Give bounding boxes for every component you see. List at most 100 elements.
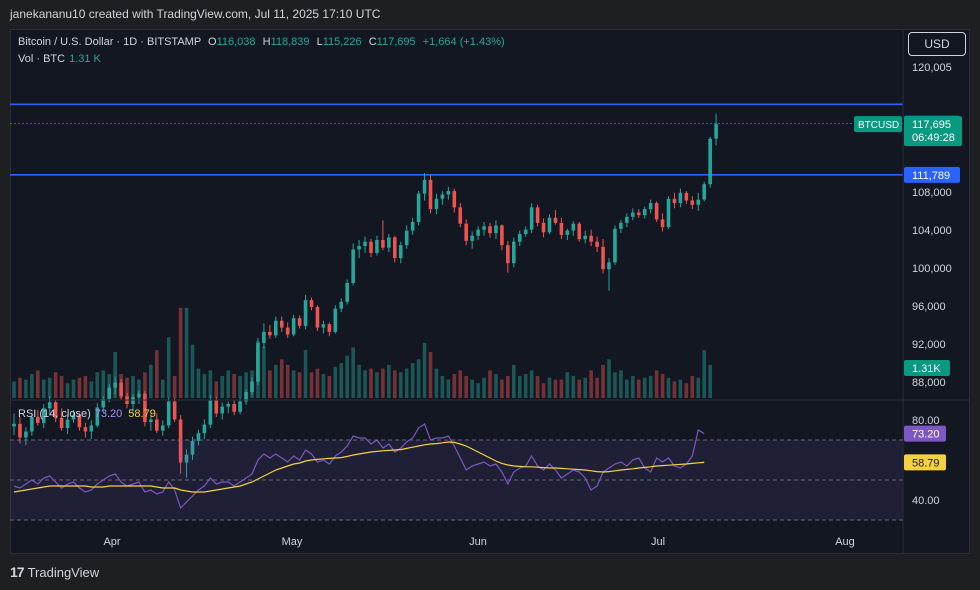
candle-body	[690, 200, 695, 205]
candle-body	[613, 228, 617, 263]
volume-bar	[65, 383, 70, 398]
volume-bar	[541, 383, 546, 398]
candle-body	[77, 415, 82, 428]
time-tick-label: May	[282, 536, 303, 548]
candle-body	[65, 419, 70, 429]
candle-body	[631, 212, 635, 217]
volume-bar	[571, 375, 576, 398]
volume-bar	[642, 377, 647, 398]
candle-body	[71, 415, 76, 420]
volume-bar	[137, 379, 141, 398]
volume-bar	[369, 368, 373, 398]
volume-bar	[351, 347, 355, 398]
candle-body	[494, 225, 498, 234]
volume-bar	[398, 372, 403, 398]
candle-body	[83, 427, 88, 432]
candle-body	[595, 241, 599, 247]
volume-bar	[512, 364, 516, 398]
candle-body	[678, 192, 683, 204]
candle-body	[107, 387, 111, 399]
price-tick-label: 104,000	[912, 225, 952, 237]
candle-body	[202, 424, 207, 434]
volume-bar	[160, 379, 165, 398]
candle-body	[339, 301, 344, 309]
volume-bar	[458, 370, 463, 398]
candle-body	[559, 222, 564, 235]
countdown-label: 06:49:28	[912, 132, 955, 144]
volume-bar	[149, 364, 153, 398]
volume-bar	[363, 370, 367, 398]
price-tick-label: 92,000	[912, 339, 946, 351]
candle-body	[119, 382, 123, 397]
candle-body	[714, 124, 718, 139]
volume-bar	[155, 350, 159, 398]
price-tick-label: 96,000	[912, 301, 946, 313]
volume-bar	[452, 374, 457, 398]
candle-body	[351, 249, 355, 283]
candle-body	[327, 324, 332, 332]
open-label: O	[208, 36, 217, 48]
candle-body	[30, 416, 34, 432]
volume-bar	[654, 370, 659, 398]
candle-body	[196, 433, 201, 441]
candle-body	[589, 235, 593, 242]
price-tag	[904, 166, 960, 183]
candle-body	[565, 230, 570, 235]
rsi-tag	[904, 425, 946, 442]
candle-body	[166, 401, 171, 426]
candle-body	[47, 402, 52, 409]
candle-body	[387, 237, 391, 248]
currency-button[interactable]: USD	[908, 32, 966, 56]
volume-bar	[470, 379, 474, 398]
volume-bar	[547, 377, 552, 398]
volume-bar	[613, 372, 617, 398]
volume-bar	[196, 368, 201, 398]
candle-body	[41, 408, 46, 423]
candle-body	[393, 237, 397, 259]
candle-body	[143, 393, 147, 423]
volume-bar	[708, 364, 712, 398]
candle-body	[601, 246, 605, 270]
candle-body	[446, 191, 451, 195]
rsi-legend: RSI (14, close) 73.20 58.79	[18, 408, 156, 420]
volume-bar	[404, 368, 409, 398]
volume-bar	[464, 375, 468, 398]
candle-body	[672, 198, 677, 204]
volume-bar	[226, 370, 230, 398]
volume-bar	[268, 370, 272, 398]
volume-bar	[315, 368, 320, 398]
current-price-label: 117,695	[912, 119, 951, 131]
candle-body	[428, 179, 433, 210]
open-value: 116,038	[216, 36, 256, 48]
volume-bar	[535, 375, 540, 398]
candle-body	[321, 324, 326, 328]
symbol-tag-label: BTCUSD	[858, 120, 899, 131]
volume-bar	[309, 372, 314, 398]
candle-body	[160, 425, 165, 431]
volume-bar	[381, 368, 385, 398]
candle-body	[226, 404, 230, 407]
candle-body	[464, 223, 468, 241]
candle-body	[244, 392, 248, 402]
candle-body	[291, 318, 296, 335]
volume-bar	[375, 372, 379, 398]
candle-body	[541, 222, 546, 233]
candle-body	[220, 406, 225, 414]
high-label: H	[262, 36, 271, 48]
volume-bar	[559, 379, 564, 398]
volume-bar	[393, 370, 397, 398]
symbol-tag	[854, 116, 902, 133]
volume-bar	[601, 364, 605, 398]
volume-bar	[517, 375, 522, 398]
volume-bar	[125, 377, 129, 398]
candle-body	[375, 240, 379, 253]
candle-body	[315, 306, 320, 328]
candle-body	[422, 179, 427, 194]
rsi-line	[13, 423, 705, 510]
symbol-label: Bitcoin / U.S. Dollar · 1D · BITSTAMP	[18, 36, 201, 48]
volume-bar	[36, 370, 40, 398]
rsi-tick-label: 80.00	[912, 415, 940, 427]
top-bar: janekananu10 created with TradingView.co…	[0, 0, 980, 28]
candle-body	[262, 331, 266, 344]
